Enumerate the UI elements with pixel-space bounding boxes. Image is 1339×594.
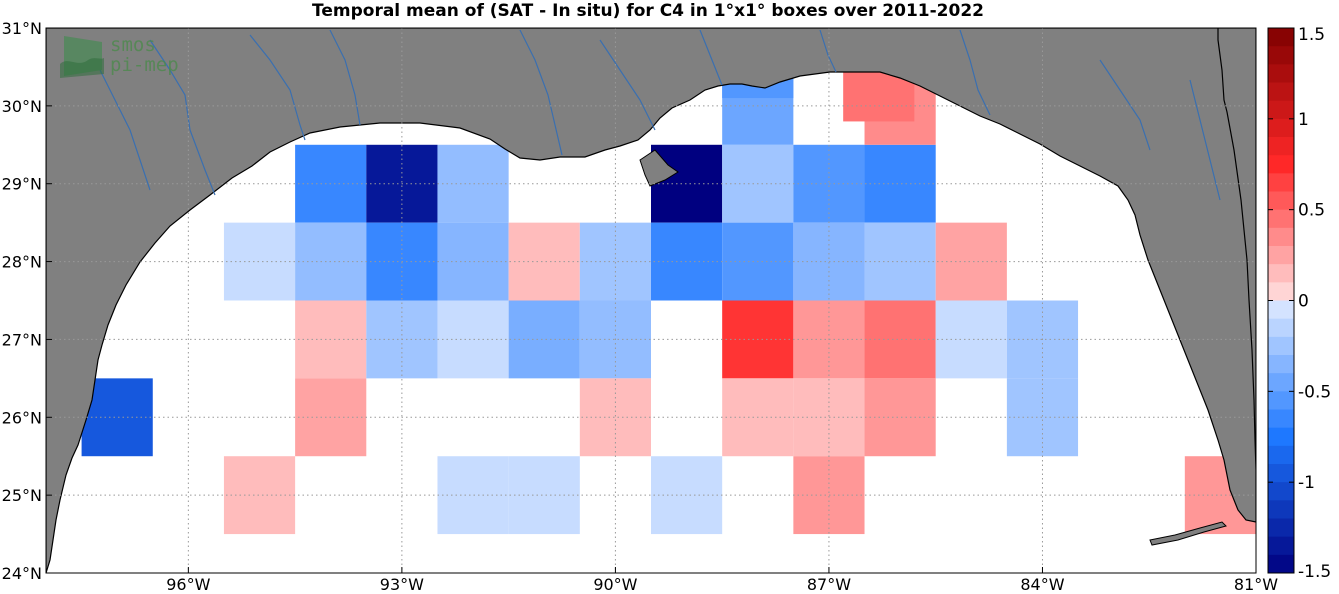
- y-tick-label: 30°N: [2, 97, 42, 116]
- y-tick-label: 25°N: [2, 486, 42, 505]
- colorbar-step: [1268, 46, 1294, 65]
- x-tick-label: 81°W: [1234, 575, 1278, 594]
- y-tick-label: 31°N: [2, 19, 42, 38]
- heatmap-cell: [793, 144, 865, 223]
- colorbar-step: [1268, 282, 1294, 301]
- mississippi-delta: [639, 149, 679, 187]
- x-tick-label: 84°W: [1020, 575, 1064, 594]
- heatmap-cell: [437, 144, 509, 223]
- y-tick-label: 27°N: [2, 330, 42, 349]
- logo-line-2: pi-mep: [110, 54, 179, 76]
- colorbar: 1.5 1 0.5 0 -0.5 -1 -1.5: [1267, 25, 1331, 582]
- colorbar-step: [1268, 536, 1294, 556]
- colorbar-step: [1268, 409, 1294, 429]
- colorbar-step: [1268, 118, 1294, 138]
- heatmap-cell: [437, 456, 509, 535]
- colorbar-step: [1268, 318, 1294, 338]
- colorbar-step: [1268, 373, 1294, 392]
- colorbar-step: [1268, 100, 1294, 120]
- colorbar-step: [1268, 518, 1294, 538]
- heatmap-cell: [437, 222, 509, 301]
- heatmap-cell: [793, 378, 865, 457]
- logo-wave-icon: [60, 36, 104, 78]
- colorbar-step: [1268, 264, 1294, 283]
- map-frame: [45, 27, 1257, 574]
- y-tick-label: 26°N: [2, 408, 42, 427]
- heatmap-cell: [651, 222, 723, 301]
- colorbar-label: -1.5: [1298, 562, 1331, 582]
- heatmap-cell: [1006, 378, 1079, 457]
- heatmap-cell: [935, 222, 1007, 301]
- colorbar-label: -0.5: [1298, 382, 1331, 402]
- colorbar-step: [1268, 155, 1294, 174]
- land-layer: [46, 28, 1256, 573]
- grid-lines: [46, 28, 1256, 573]
- colorbar-step: [1268, 554, 1294, 574]
- colorbar-label: 0.5: [1298, 201, 1325, 221]
- heatmap-cell: [651, 144, 723, 223]
- colorbar-step: [1268, 300, 1294, 320]
- colorbar-step: [1268, 336, 1294, 356]
- colorbar-step: [1268, 209, 1294, 229]
- smos-pi-mep-logo: smos pi-mep: [58, 34, 188, 80]
- x-tick-label: 96°W: [166, 575, 210, 594]
- colorbar-label: -1: [1298, 473, 1315, 493]
- x-tick-label: 90°W: [593, 575, 637, 594]
- colorbar-step: [1268, 227, 1294, 247]
- colorbar-step: [1268, 445, 1294, 465]
- x-tick-label: 93°W: [380, 575, 424, 594]
- colorbar-step: [1268, 464, 1294, 483]
- heatmap-cell: [223, 222, 296, 301]
- heatmap-cell: [223, 456, 296, 535]
- logo-line-1: smos: [110, 34, 156, 56]
- colorbar-label: 1.5: [1298, 25, 1325, 45]
- x-tick-label: 87°W: [807, 575, 851, 594]
- colorbar-label: 1: [1298, 110, 1309, 130]
- colorbar-step: [1268, 82, 1294, 102]
- keys-islands: [1149, 521, 1227, 546]
- colorbar-step: [1268, 246, 1294, 265]
- colorbar-step: [1268, 482, 1294, 501]
- heatmap-cell: [935, 300, 1007, 379]
- colorbar-label: 0: [1298, 292, 1309, 312]
- heatmap-cell: [508, 456, 580, 535]
- heatmap-cell: [508, 300, 580, 379]
- heatmap-cell: [437, 300, 509, 379]
- heatmap-cell: [793, 222, 865, 301]
- colorbar-step: [1268, 427, 1294, 447]
- chart-title: Temporal mean of (SAT - In situ) for C4 …: [312, 1, 984, 21]
- y-tick-label: 29°N: [2, 175, 42, 194]
- colorbar-step: [1268, 500, 1294, 519]
- colorbar-step: [1268, 173, 1294, 192]
- y-axis-ticks: 24°N 25°N 26°N 27°N 28°N 29°N 30°N 31°N: [2, 19, 52, 583]
- y-tick-label: 24°N: [2, 564, 42, 583]
- colorbar-step: [1268, 64, 1294, 83]
- colorbar-step: [1268, 355, 1294, 374]
- rivers: [99, 29, 1221, 201]
- colorbar-step: [1268, 191, 1294, 211]
- colorbar-step: [1268, 28, 1294, 47]
- heatmap-cell: [793, 456, 865, 535]
- heatmap-cell: [651, 456, 723, 535]
- colorbar-step: [1268, 137, 1294, 156]
- y-tick-label: 28°N: [2, 253, 42, 272]
- heatmap-cell: [508, 222, 580, 301]
- colorbar-step: [1268, 391, 1294, 410]
- x-axis-ticks: 96°W 93°W 90°W 87°W 84°W 81°W: [166, 567, 1278, 594]
